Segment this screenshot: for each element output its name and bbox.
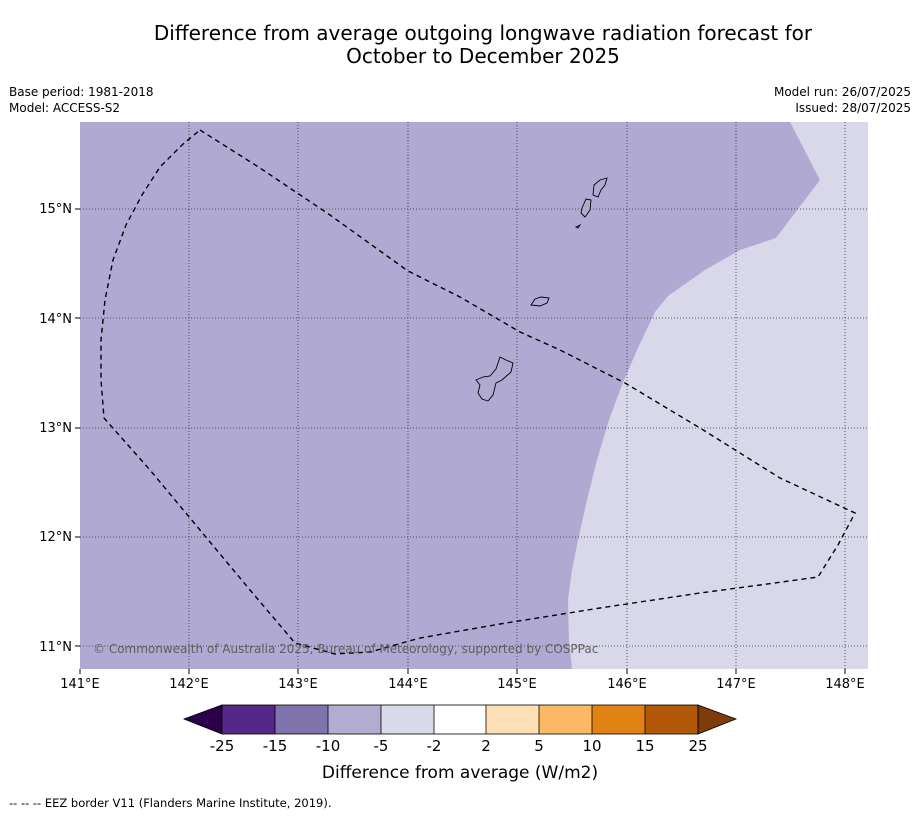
lat-label-15: 15°N — [39, 202, 72, 217]
lat-label-11: 11°N — [39, 640, 72, 655]
longitude-labels: 141°E 142°E 143°E 144°E 145°E 146°E 147°… — [60, 677, 865, 692]
model-text: Model: ACCESS-S2 — [9, 101, 121, 115]
colorbar-tick-label: 2 — [481, 737, 491, 755]
saipan-island — [592, 177, 608, 198]
anomaly-zone-minus5-minus2 — [568, 122, 868, 669]
base-period-text: Base period: 1981-2018 — [9, 85, 154, 99]
lat-label-13: 13°N — [39, 421, 72, 436]
lon-label-143: 143°E — [278, 677, 318, 692]
colorbar-swatch — [381, 705, 434, 734]
colorbar-swatch — [645, 705, 698, 734]
colorbar-swatch — [328, 705, 381, 734]
lon-label-146: 146°E — [607, 677, 647, 692]
lon-label-148: 148°E — [825, 677, 865, 692]
latitude-labels: 15°N 14°N 13°N 12°N 11°N — [39, 202, 72, 655]
colorbar-swatch — [434, 705, 486, 734]
colorbar-tick-label: -10 — [316, 737, 341, 755]
graticule — [80, 122, 868, 669]
guam-island — [475, 356, 514, 402]
colorbar-left-arrow — [182, 704, 223, 735]
lon-label-144: 144°E — [388, 677, 428, 692]
lon-label-141: 141°E — [60, 677, 100, 692]
axis-ticks — [75, 208, 846, 674]
colorbar-tick-label: 5 — [534, 737, 544, 755]
lon-label-145: 145°E — [497, 677, 537, 692]
lon-label-142: 142°E — [169, 677, 209, 692]
colorbar-tick-label: -15 — [263, 737, 288, 755]
issued-text: Issued: 28/07/2025 — [795, 101, 911, 115]
aguijan-island — [574, 223, 582, 229]
colorbar-title: Difference from average (W/m2) — [322, 763, 598, 783]
lat-label-14: 14°N — [39, 312, 72, 327]
colorbar-tick-label: -2 — [427, 737, 442, 755]
islands — [475, 177, 608, 402]
colorbar-swatch — [222, 705, 275, 734]
colorbar-tick-label: 10 — [582, 737, 601, 755]
lat-label-12: 12°N — [39, 530, 72, 545]
eez-border — [100, 129, 856, 655]
map-title-line2: October to December 2025 — [346, 44, 620, 68]
map-area: © Commonwealth of Australia 2025, Bureau… — [80, 122, 868, 669]
colorbar: -25 -15 -10 -5 -2 2 5 10 15 25 Differenc… — [182, 704, 738, 783]
colorbar-tick-label: 25 — [688, 737, 707, 755]
map-title: Difference from average outgoing longwav… — [0, 22, 919, 68]
model-run-text: Model run: 26/07/2025 — [773, 85, 911, 99]
colorbar-swatch — [486, 705, 539, 734]
lon-label-147: 147°E — [716, 677, 756, 692]
meta-right: Model run: 26/07/2025 Issued: 28/07/2025 — [774, 84, 911, 116]
map-title-line1: Difference from average outgoing longwav… — [153, 21, 813, 45]
rota-island — [530, 296, 550, 307]
colorbar-tick-label: -25 — [210, 737, 235, 755]
tinian-island — [580, 198, 592, 218]
colorbar-tick-label: 15 — [635, 737, 654, 755]
copyright-text: © Commonwealth of Australia 2025, Bureau… — [93, 642, 598, 656]
eez-legend-note: -- -- -- EEZ border V11 (Flanders Marine… — [9, 796, 332, 810]
colorbar-swatch — [592, 705, 645, 734]
colorbar-swatch — [275, 705, 328, 734]
colorbar-swatch — [539, 705, 592, 734]
colorbar-tick-label: -5 — [374, 737, 389, 755]
meta-left: Base period: 1981-2018 Model: ACCESS-S2 — [9, 84, 154, 116]
colorbar-right-arrow — [697, 704, 738, 735]
